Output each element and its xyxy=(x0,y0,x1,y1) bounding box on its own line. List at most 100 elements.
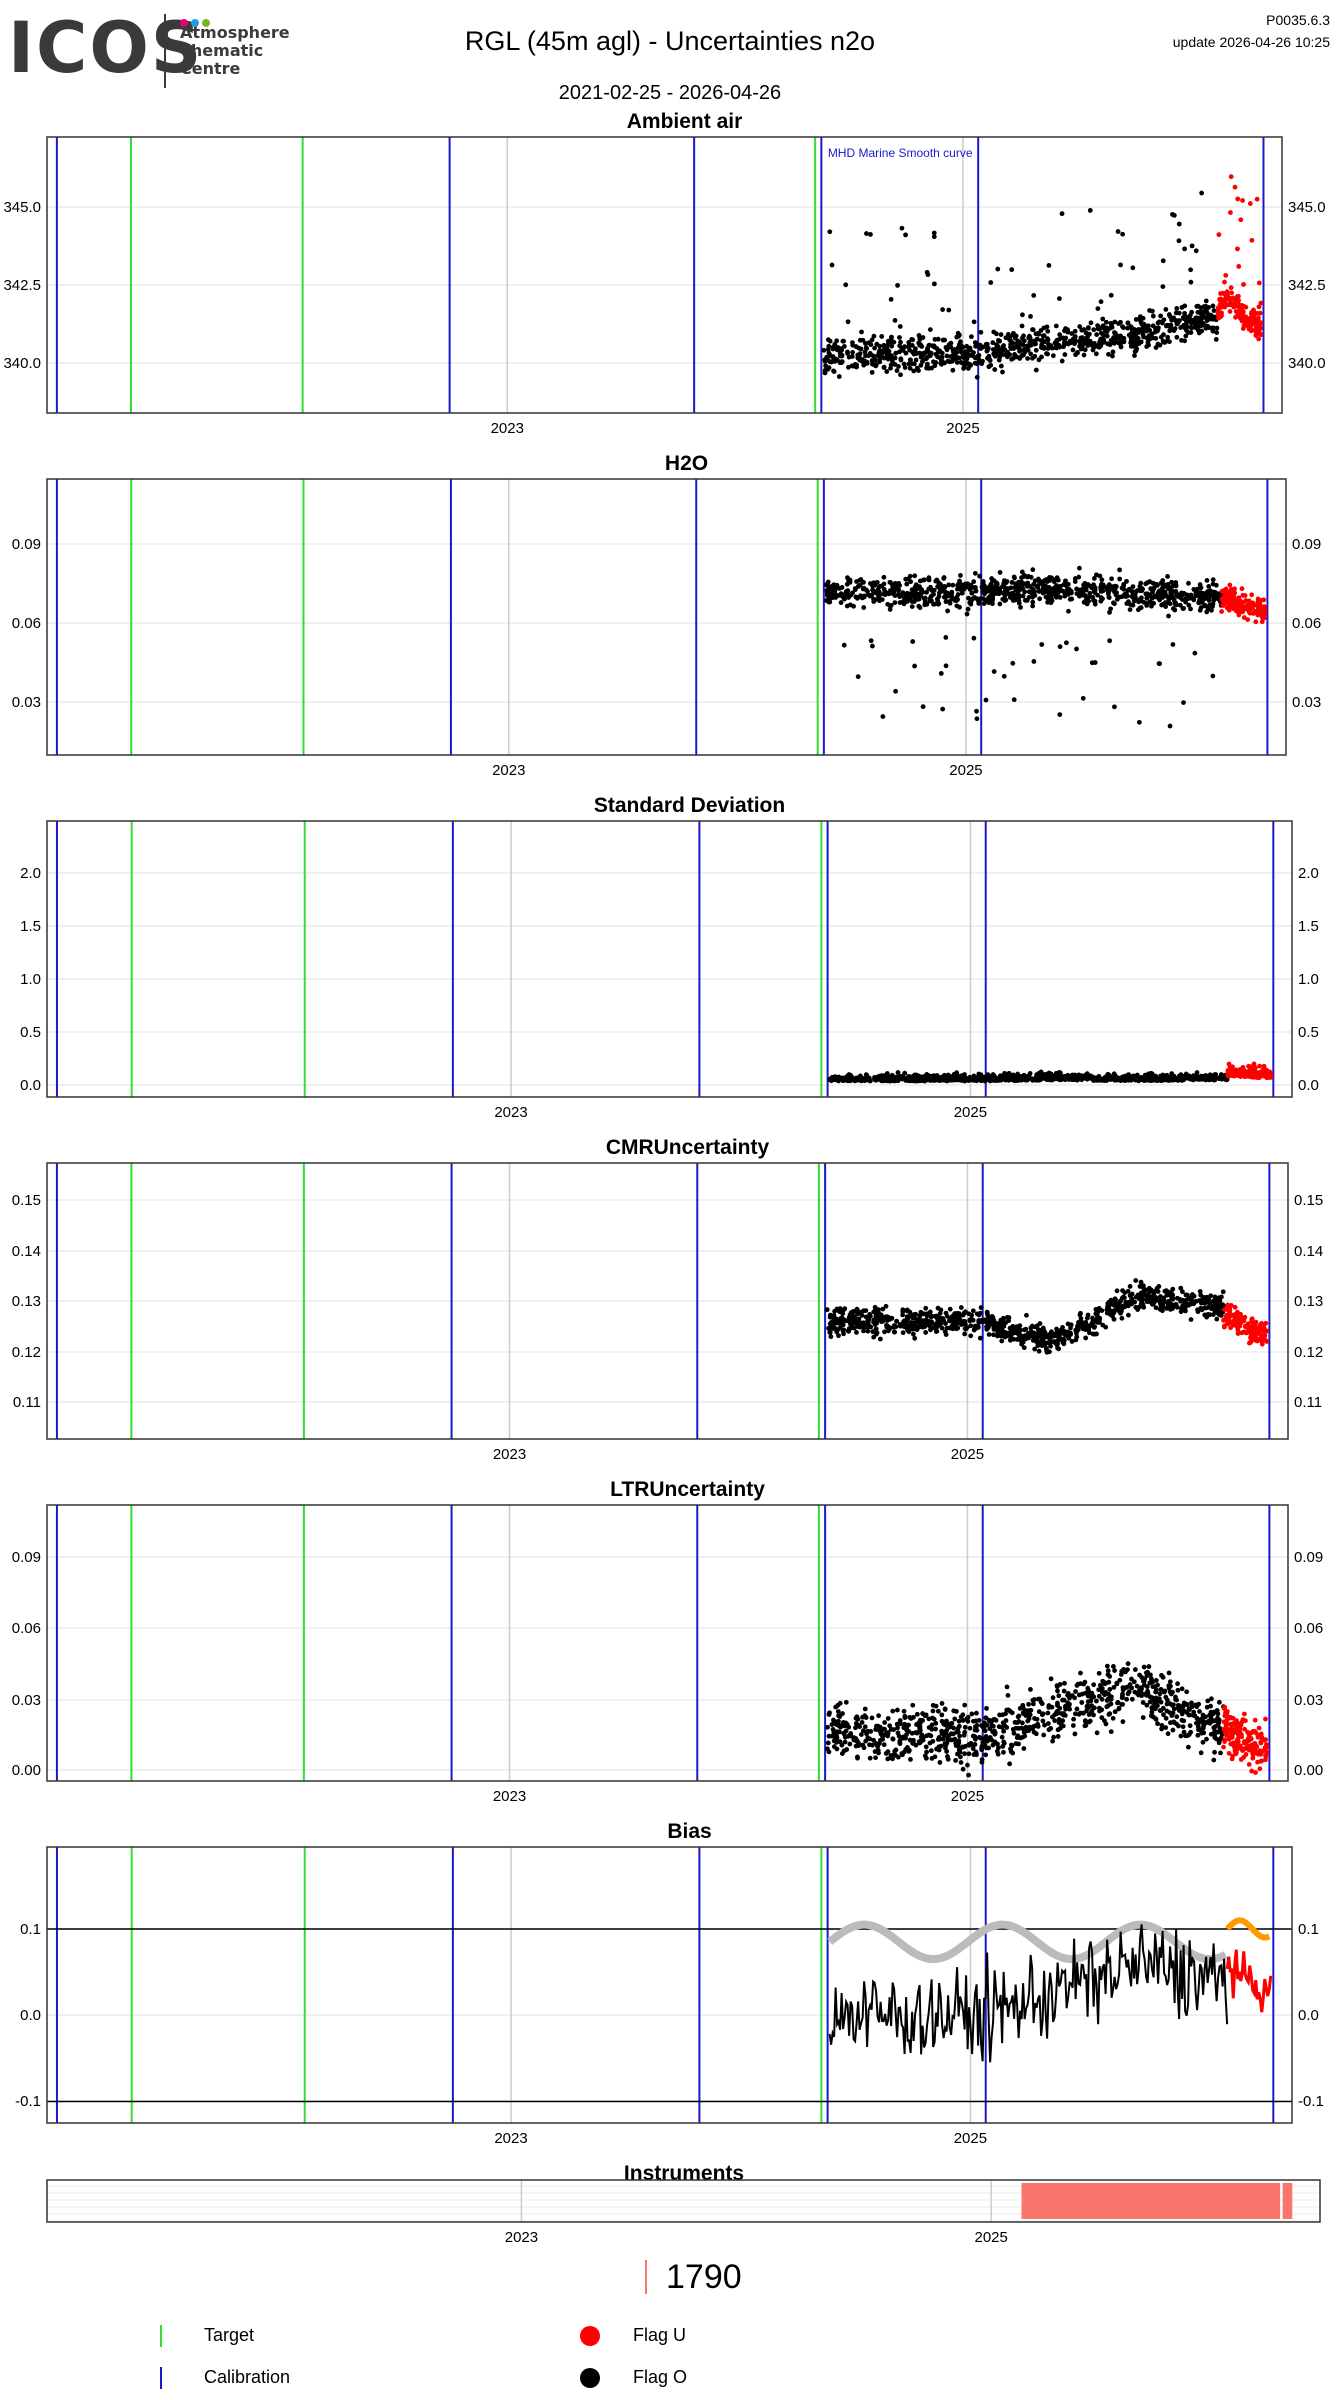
flag-o-point xyxy=(1211,597,1217,603)
flag-o-point xyxy=(1019,323,1025,329)
flag-o-point xyxy=(938,587,944,593)
flag-o-point xyxy=(935,1708,941,1714)
chart-title: LTRUncertainty xyxy=(610,1478,765,1501)
flag-o-point xyxy=(923,1330,929,1335)
flag-o-point xyxy=(828,1334,834,1340)
flag-o-point xyxy=(1155,341,1161,347)
flag-o-point xyxy=(1140,315,1146,321)
flag-o-point xyxy=(978,1305,984,1310)
flag-u-point xyxy=(1266,1073,1272,1079)
y-tick-label: 0.11 xyxy=(13,1394,41,1411)
flag-o-point xyxy=(1104,333,1110,339)
flag-o-point xyxy=(986,600,992,606)
flag-o-point xyxy=(1078,1319,1084,1324)
y-tick-label: 340.0 xyxy=(1288,355,1326,372)
flag-o-point xyxy=(1028,340,1033,346)
flag-o-point xyxy=(1032,1346,1038,1352)
flag-o-point xyxy=(850,350,856,355)
flag-u-point xyxy=(1239,305,1245,311)
flag-o-point xyxy=(971,350,976,356)
flag-o-point xyxy=(1153,1305,1159,1311)
flag-u-point xyxy=(1260,597,1266,603)
flag-o-point xyxy=(1014,1072,1020,1078)
flag-o-point xyxy=(877,1336,883,1342)
flag-o-point xyxy=(876,598,882,603)
flag-u-point xyxy=(1243,319,1249,324)
flag-o-point xyxy=(926,343,932,348)
flag-o-point xyxy=(998,363,1004,369)
flag-o-point xyxy=(1011,574,1017,580)
flag-o-point xyxy=(1046,1074,1052,1080)
flag-o-point xyxy=(936,601,942,607)
flag-o-point xyxy=(829,595,835,601)
flag-o-point xyxy=(925,348,931,354)
flag-o-point xyxy=(1121,586,1127,592)
flag-o-point xyxy=(1164,585,1170,590)
flag-o-point xyxy=(1137,596,1143,602)
flag-o-point xyxy=(1176,238,1182,244)
flag-o-point xyxy=(942,1072,947,1078)
flag-o-point xyxy=(946,582,952,588)
flag-o-point xyxy=(1204,310,1210,316)
version-label: P0035.6.3 xyxy=(1266,12,1330,28)
flag-o-point xyxy=(1047,1349,1052,1355)
flag-o-point xyxy=(905,599,910,604)
flag-o-point xyxy=(1096,1670,1102,1676)
flag-o-point xyxy=(841,642,847,648)
flag-o-point xyxy=(826,343,832,349)
logo-line: Centre xyxy=(180,59,241,78)
flag-o-point xyxy=(1005,349,1010,355)
flag-o-point xyxy=(873,1320,879,1325)
flag-o-point xyxy=(863,1308,869,1314)
flag-o-point xyxy=(1010,355,1016,361)
flag-o-point xyxy=(854,1329,859,1335)
flag-o-point xyxy=(1112,601,1117,607)
flag-o-point xyxy=(1074,586,1079,592)
flag-o-point xyxy=(1009,591,1014,596)
flag-o-point xyxy=(848,592,854,598)
flag-o-point xyxy=(870,643,875,649)
flag-o-point xyxy=(931,281,937,287)
flag-o-point xyxy=(868,342,874,347)
flag-o-point xyxy=(1035,585,1041,590)
flag-o-point xyxy=(983,697,989,703)
flag-o-point xyxy=(1214,1307,1220,1312)
flag-o-point xyxy=(1099,1707,1105,1713)
y-tick-label: 345.0 xyxy=(3,199,41,216)
flag-o-point xyxy=(1036,1348,1042,1354)
flag-o-point xyxy=(1173,1697,1179,1702)
flag-o-point xyxy=(911,589,917,594)
flag-o-point xyxy=(1092,598,1098,604)
flag-o-point xyxy=(966,1772,971,1778)
flag-o-point xyxy=(1073,352,1078,358)
flag-o-point xyxy=(997,586,1002,591)
flag-o-point xyxy=(895,1078,901,1083)
flag-o-point xyxy=(873,1314,879,1319)
flag-o-point xyxy=(960,344,966,350)
flag-o-point xyxy=(1184,324,1190,330)
flag-o-point xyxy=(1093,572,1099,578)
flag-o-point xyxy=(1170,1727,1176,1733)
flag-u-point xyxy=(1228,1325,1234,1331)
flag-o-point xyxy=(909,604,915,610)
flag-o-point xyxy=(880,1318,886,1324)
flag-o-point xyxy=(1028,314,1033,319)
flag-o-point xyxy=(968,582,974,588)
flag-o-point xyxy=(903,232,908,238)
flag-o-point xyxy=(993,353,999,359)
flag-o-point xyxy=(984,1311,990,1317)
flag-o-point xyxy=(932,363,938,369)
flag-o-point xyxy=(939,1728,945,1734)
flag-o-point xyxy=(1165,1302,1171,1307)
y-tick-label: 0.09 xyxy=(12,1549,41,1566)
logo-subtext: Atmosphere Thematic Centre xyxy=(180,24,290,78)
flag-o-point xyxy=(1112,330,1118,336)
flag-o-point xyxy=(846,1315,852,1320)
flag-o-point xyxy=(1053,323,1059,329)
flag-o-point xyxy=(1041,1327,1047,1333)
flag-o-point xyxy=(1155,327,1161,333)
flag-o-point xyxy=(863,353,868,359)
flag-o-point xyxy=(879,352,884,358)
flag-o-point xyxy=(1054,1072,1060,1078)
plot-area xyxy=(47,1505,1288,1781)
